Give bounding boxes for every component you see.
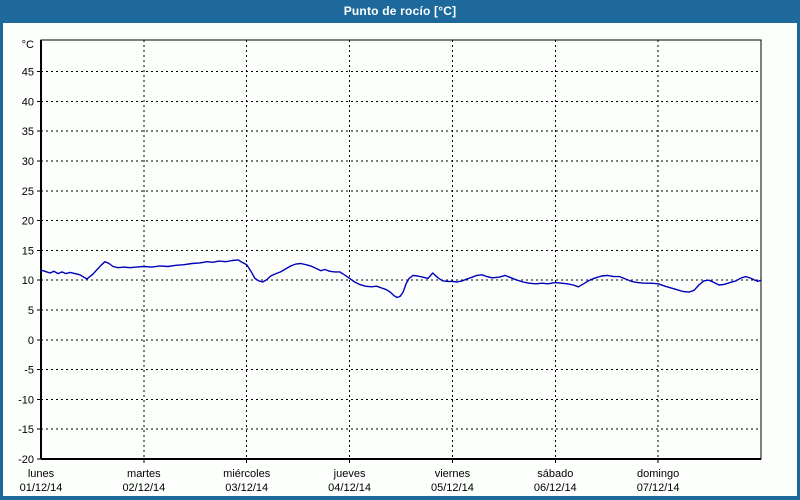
y-axis-label: 15: [22, 245, 34, 257]
dew-point-line: [40, 259, 762, 299]
y-axis-label: 45: [22, 67, 34, 79]
y-axis-label: 30: [22, 156, 34, 168]
x-axis-date-label: 07/12/14: [637, 482, 680, 494]
x-axis-date-label: 05/12/14: [431, 482, 474, 494]
plot-border: [40, 39, 762, 460]
y-axis-label: -15: [18, 424, 34, 436]
y-axis-label: 0: [28, 335, 34, 347]
plot-svg: 45 40 35 30 25 20 15 10 5 0 -5 -10 -15 -20 °C lunes 01/1…: [18, 39, 762, 494]
x-axis-day-label: martes: [127, 468, 161, 480]
y-axis-label: 40: [22, 96, 34, 108]
x-axis-day-label: jueves: [333, 468, 366, 480]
y-axis-label: 5: [28, 305, 34, 317]
y-axis-label: -5: [24, 365, 34, 377]
x-axis-date-label: 06/12/14: [534, 482, 577, 494]
x-axis-date-label: 02/12/14: [122, 482, 165, 494]
x-axis-day-label: lunes: [28, 468, 55, 480]
x-axis-day-label: domingo: [637, 468, 679, 480]
x-axis-date-label: 01/12/14: [20, 482, 63, 494]
x-axis-day-label: sábado: [537, 468, 573, 480]
y-axis-label: -10: [18, 394, 34, 406]
y-axis-label: 35: [22, 126, 34, 138]
y-axis-label: -20: [18, 454, 34, 466]
chart-title-bar: Punto de rocío [°C]: [0, 0, 800, 23]
y-axis-label: 25: [22, 186, 34, 198]
x-axis-date-label: 04/12/14: [328, 482, 371, 494]
chart-canvas: 45 40 35 30 25 20 15 10 5 0 -5 -10 -15 -20 °C lunes 01/1…: [3, 23, 797, 496]
y-axis-label: 20: [22, 216, 34, 228]
x-axis-day-label: viernes: [435, 468, 471, 480]
x-axis-date-label: 03/12/14: [225, 482, 268, 494]
x-axis-day-label: miércoles: [223, 468, 271, 480]
y-axis-label: 10: [22, 275, 34, 287]
chart-title: Punto de rocío [°C]: [343, 4, 457, 18]
y-axis-unit-label: °C: [22, 39, 34, 51]
